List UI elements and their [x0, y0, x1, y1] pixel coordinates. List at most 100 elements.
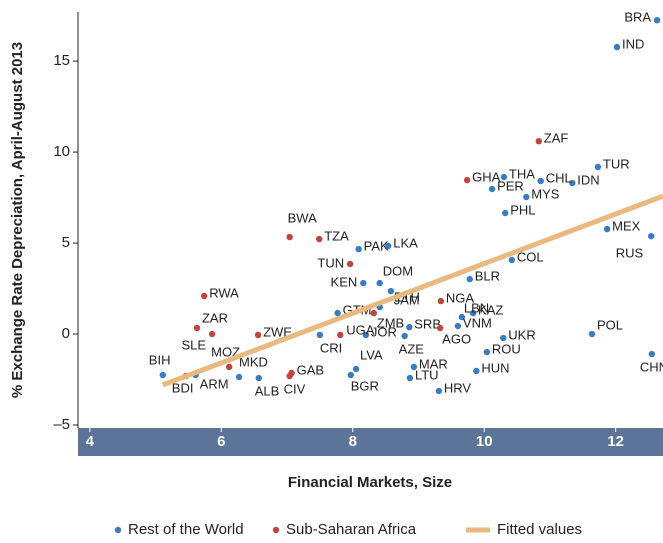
- legend-label: Rest of the World: [128, 521, 244, 538]
- x-tick-label: 8: [349, 433, 357, 450]
- point: [360, 279, 367, 287]
- point-label: IDN: [577, 172, 599, 187]
- x-tick-label: 10: [476, 433, 493, 450]
- x-tick-label: 6: [217, 433, 225, 450]
- point-label: THA: [509, 166, 535, 181]
- y-tick-label: –5: [53, 416, 70, 433]
- point-label: GHA: [472, 170, 501, 185]
- point: [208, 330, 216, 338]
- point: [225, 363, 233, 371]
- point-label: BWA: [288, 210, 317, 225]
- point-label: CHN: [640, 359, 663, 374]
- point: [235, 373, 243, 381]
- point: [535, 137, 542, 145]
- point-label: KEN: [331, 275, 358, 290]
- point: [255, 374, 262, 382]
- point: [352, 365, 360, 373]
- point: [286, 372, 293, 380]
- point-label: ZMB: [377, 316, 404, 331]
- legend-label: Sub-Saharan Africa: [286, 521, 417, 538]
- point: [588, 330, 596, 338]
- point-label: LKA: [393, 235, 418, 250]
- point: [401, 332, 408, 340]
- point-label: TUN: [317, 255, 344, 270]
- point-label: SRB: [414, 317, 441, 332]
- point-label: RWA: [209, 285, 239, 300]
- point: [406, 323, 413, 331]
- legend-swatch: [114, 526, 122, 534]
- point: [463, 176, 471, 184]
- point: [473, 367, 480, 375]
- point-label: UKR: [508, 327, 535, 342]
- legend-swatch: [272, 526, 280, 534]
- point-label: POL: [597, 317, 623, 332]
- point-label: SLE: [182, 337, 207, 352]
- point: [594, 163, 602, 171]
- fitted-line: [161, 193, 663, 388]
- point: [653, 16, 661, 24]
- point-label: AZE: [399, 341, 425, 356]
- point-label: ZWE: [263, 324, 292, 339]
- point: [569, 179, 576, 187]
- y-axis-title: % Exchange Rate Depreciation, April-Augu…: [9, 42, 26, 398]
- point: [454, 322, 462, 330]
- point-label: LVA: [360, 347, 383, 362]
- point-label: TZA: [324, 228, 349, 243]
- point: [385, 242, 392, 250]
- point: [159, 371, 166, 379]
- point: [387, 287, 395, 295]
- x-axis-band: [78, 428, 663, 456]
- point-label: AGO: [442, 331, 471, 346]
- point-label: LTU: [415, 367, 439, 382]
- point-label: IND: [622, 37, 644, 52]
- point: [370, 309, 377, 317]
- point: [469, 309, 477, 317]
- point: [410, 363, 418, 371]
- point: [483, 348, 491, 356]
- point: [193, 324, 201, 332]
- point-label: MAR: [419, 356, 448, 371]
- point: [647, 232, 655, 240]
- point: [406, 374, 414, 382]
- point-label: CIV: [284, 381, 306, 396]
- y-tick-label: 0: [62, 325, 70, 342]
- point-label: PER: [497, 178, 524, 193]
- point: [500, 173, 508, 181]
- y-tick-label: 10: [53, 143, 70, 160]
- point-label: DOM: [383, 264, 413, 279]
- point: [316, 235, 323, 243]
- point-label: UGA: [346, 322, 375, 337]
- point: [502, 209, 509, 217]
- point: [508, 256, 516, 264]
- point: [613, 43, 621, 51]
- point-label: BDI: [172, 380, 194, 395]
- point-label: ZAF: [544, 131, 569, 146]
- point-label: VNM: [463, 315, 492, 330]
- point: [346, 260, 354, 268]
- x-tick-label: 12: [607, 433, 624, 450]
- point: [334, 309, 341, 317]
- point-label: JOR: [371, 324, 397, 339]
- point: [488, 185, 496, 193]
- point-label: CRI: [320, 340, 342, 355]
- point-label: BLR: [475, 269, 500, 284]
- point-label: ARM: [200, 376, 229, 391]
- y-tick-label: 15: [53, 52, 70, 69]
- point-label: MOZ: [211, 344, 240, 359]
- point-label: BIH: [149, 352, 171, 367]
- y-tick-label: 5: [62, 234, 70, 251]
- point: [316, 331, 324, 339]
- point: [254, 331, 262, 339]
- point-label: GAB: [297, 362, 324, 377]
- point: [603, 225, 611, 233]
- point: [648, 350, 656, 358]
- point: [537, 177, 544, 185]
- x-axis-title: Financial Markets, Size: [288, 474, 452, 491]
- point-label: PHL: [510, 202, 535, 217]
- point-label: MEX: [612, 218, 641, 233]
- point-label: LBN: [464, 301, 489, 316]
- point-label: BRA: [624, 10, 651, 25]
- point: [362, 331, 370, 339]
